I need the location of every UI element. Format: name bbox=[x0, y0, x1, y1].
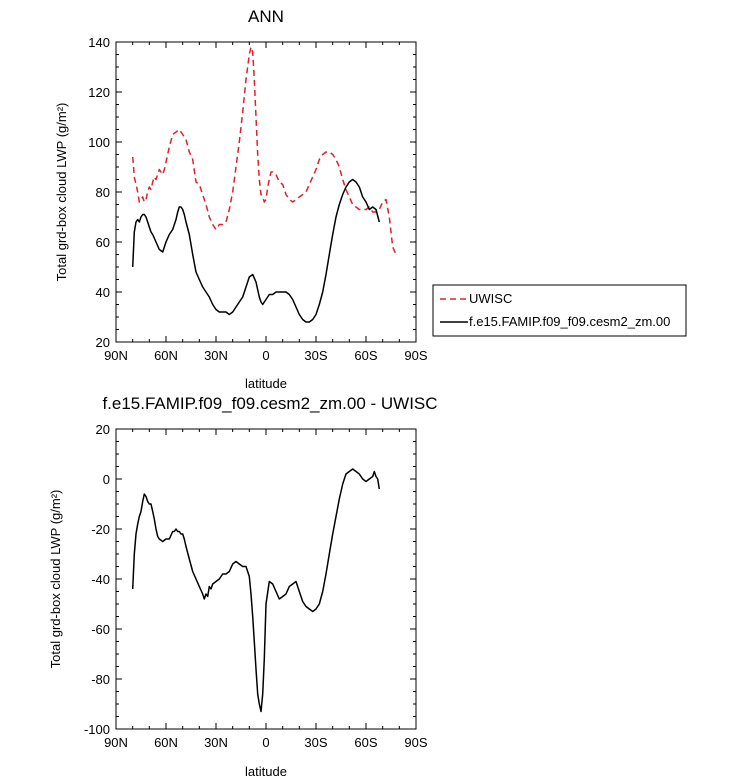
bottom-x-tick-label: 30S bbox=[304, 735, 327, 750]
top-series-line-1 bbox=[131, 178, 381, 323]
bottom-panel: f.e15.FAMIP.f09_f09.cesm2_zm.00 - UWISC … bbox=[48, 394, 438, 779]
bottom-y-tick-label: -60 bbox=[91, 622, 110, 637]
top-y-tick-label: 140 bbox=[88, 35, 110, 50]
top-y-tick-label: 120 bbox=[88, 85, 110, 100]
bottom-series-line-0 bbox=[131, 468, 381, 713]
top-x-tick-label: 30N bbox=[204, 348, 228, 363]
bottom-ticks: 90N 60N 30N 0 30S 60S 90S -100 -80 -60 -40 -20 0 20 bbox=[84, 422, 428, 750]
top-x-tick-label: 90S bbox=[404, 348, 427, 363]
top-y-tick-label: 80 bbox=[96, 185, 110, 200]
top-series-line-0 bbox=[131, 46, 397, 255]
bottom-y-tick-label: 20 bbox=[96, 422, 110, 437]
bottom-y-tick-label: 0 bbox=[103, 472, 110, 487]
top-y-tick-label: 100 bbox=[88, 135, 110, 150]
top-x-tick-label: 60S bbox=[354, 348, 377, 363]
bottom-x-tick-label: 60S bbox=[354, 735, 377, 750]
bottom-y-axis-label: Total grd-box cloud LWP (g/m²) bbox=[48, 490, 63, 669]
top-x-tick-label: 60N bbox=[154, 348, 178, 363]
bottom-series-lines bbox=[131, 468, 381, 713]
top-plot-frame bbox=[115, 41, 417, 343]
bottom-plot-frame bbox=[115, 428, 417, 730]
bottom-x-tick-label: 0 bbox=[262, 735, 269, 750]
bottom-chart-title: f.e15.FAMIP.f09_f09.cesm2_zm.00 - UWISC bbox=[102, 394, 437, 413]
bottom-y-tick-label: -20 bbox=[91, 522, 110, 537]
legend-label-uwisc: UWISC bbox=[469, 291, 512, 306]
top-y-tick-label: 40 bbox=[96, 285, 110, 300]
bottom-y-tick-label: -80 bbox=[91, 672, 110, 687]
top-panel: ANN 90N 60N 30N 0 30S 60S 90S 20 40 60 80 100 120 140… bbox=[54, 7, 428, 391]
bottom-x-tick-label: 90N bbox=[104, 735, 128, 750]
top-ticks: 90N 60N 30N 0 30S 60S 90S 20 40 60 80 100 120 140 bbox=[88, 35, 428, 363]
legend-box bbox=[432, 284, 687, 337]
top-x-tick-label: 0 bbox=[262, 348, 269, 363]
bottom-y-tick-label: -40 bbox=[91, 572, 110, 587]
top-y-tick-label: 60 bbox=[96, 235, 110, 250]
legend: UWISC f.e15.FAMIP.f09_f09.cesm2_zm.00 bbox=[432, 284, 687, 337]
bottom-x-tick-label: 90S bbox=[404, 735, 427, 750]
top-y-axis-label: Total grd-box cloud LWP (g/m²) bbox=[54, 103, 69, 282]
legend-label-cesm2: f.e15.FAMIP.f09_f09.cesm2_zm.00 bbox=[469, 314, 670, 329]
bottom-x-axis-label: latitude bbox=[245, 764, 287, 779]
top-x-tick-label: 90N bbox=[104, 348, 128, 363]
top-y-tick-label: 20 bbox=[96, 335, 110, 350]
bottom-x-tick-label: 30N bbox=[204, 735, 228, 750]
bottom-y-tick-label: -100 bbox=[84, 722, 110, 737]
top-chart-title: ANN bbox=[248, 7, 284, 26]
top-series-lines bbox=[131, 46, 397, 323]
bottom-x-tick-label: 60N bbox=[154, 735, 178, 750]
top-x-tick-label: 30S bbox=[304, 348, 327, 363]
top-x-axis-label: latitude bbox=[245, 376, 287, 391]
